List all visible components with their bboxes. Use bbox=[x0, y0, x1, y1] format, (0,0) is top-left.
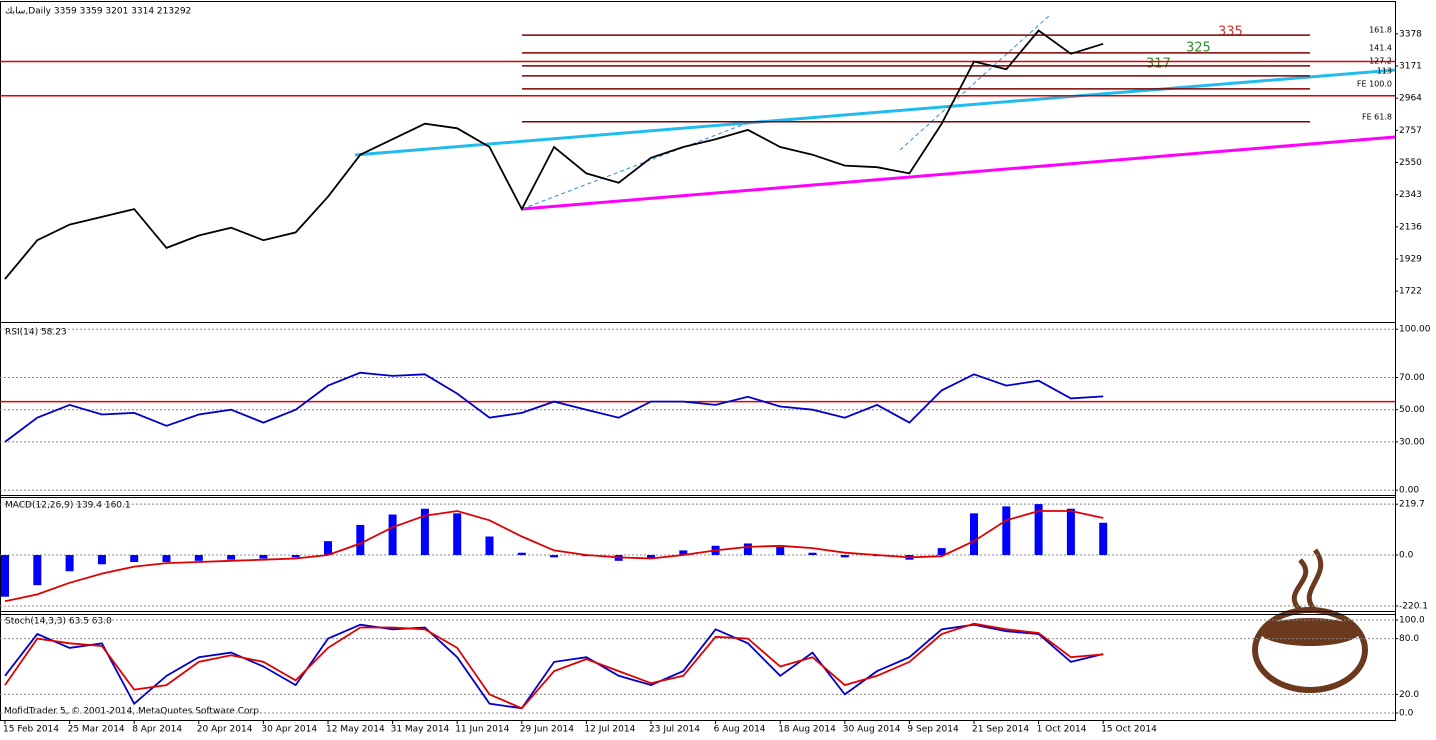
x-tick-label: 20 Apr 2014 bbox=[197, 725, 253, 735]
y-tick-label: 80.0 bbox=[1399, 634, 1419, 644]
bar bbox=[356, 524, 365, 556]
series-line bbox=[4, 510, 1104, 603]
bar bbox=[1099, 522, 1108, 556]
bar bbox=[194, 555, 203, 561]
x-tick-label: 1 Oct 2014 bbox=[1037, 725, 1087, 735]
bar bbox=[485, 536, 494, 556]
y-tick-label: 3378 bbox=[1399, 29, 1422, 39]
x-tick-label: 11 Jun 2014 bbox=[455, 725, 509, 735]
y-tick-label: 2757 bbox=[1399, 126, 1422, 136]
bar bbox=[550, 555, 559, 558]
y-tick-label: 70.00 bbox=[1399, 373, 1425, 383]
y-tick-label: 219.7 bbox=[1399, 500, 1425, 510]
bar bbox=[1034, 504, 1043, 556]
bar bbox=[162, 555, 171, 562]
y-tick-label: 50.00 bbox=[1399, 405, 1425, 415]
y-tick-label: 0.0 bbox=[1399, 551, 1414, 561]
bar bbox=[808, 552, 817, 556]
annotation: 335 bbox=[1218, 25, 1243, 40]
y-tick-label: 30.00 bbox=[1399, 437, 1425, 447]
bar bbox=[1, 555, 9, 597]
fib-label: FE 100.0 bbox=[1357, 79, 1392, 88]
bar bbox=[33, 555, 42, 586]
y-tick-label: 100.0 bbox=[1399, 616, 1425, 626]
bar bbox=[65, 555, 74, 572]
x-tick-label: 30 Apr 2014 bbox=[261, 725, 317, 735]
annotation: 317 bbox=[1146, 57, 1171, 72]
y-tick-label: 100.00 bbox=[1399, 325, 1431, 335]
fib-label: 127.2 bbox=[1369, 56, 1392, 65]
x-tick-label: 12 May 2014 bbox=[326, 725, 385, 735]
series-line bbox=[4, 371, 1104, 443]
fib-label: 141.4 bbox=[1369, 43, 1392, 52]
bar bbox=[517, 552, 526, 556]
x-tick-label: 29 Jun 2014 bbox=[520, 725, 574, 735]
bar bbox=[453, 513, 462, 556]
y-tick-label: 2136 bbox=[1399, 222, 1422, 232]
panel-frame bbox=[0, 611, 1396, 721]
y-tick-label: -220.1 bbox=[1399, 602, 1428, 612]
x-tick-label: 31 May 2014 bbox=[391, 725, 450, 735]
bar bbox=[743, 543, 752, 556]
annotation: 325 bbox=[1186, 41, 1211, 56]
x-tick-label: 15 Oct 2014 bbox=[1101, 725, 1157, 735]
fib-label: FE 61.8 bbox=[1362, 112, 1392, 121]
panel-title: MACD(12,26,9) 139.4 160.1 bbox=[5, 501, 131, 511]
bar bbox=[776, 546, 785, 556]
bar bbox=[1002, 506, 1011, 556]
series-line bbox=[4, 622, 1104, 710]
y-tick-label: 1722 bbox=[1399, 287, 1422, 297]
bar bbox=[388, 514, 397, 556]
x-tick-label: 30 Aug 2014 bbox=[843, 725, 901, 735]
bar bbox=[679, 550, 688, 556]
bar bbox=[647, 555, 655, 559]
trend-line bbox=[899, 14, 1051, 151]
trend-line bbox=[354, 68, 1396, 157]
x-tick-label: 15 Feb 2014 bbox=[3, 725, 59, 735]
y-tick-label: 2343 bbox=[1399, 190, 1422, 200]
x-tick-label: 18 Aug 2014 bbox=[778, 725, 836, 735]
x-tick-label: 23 Jul 2014 bbox=[649, 725, 700, 735]
bar bbox=[97, 555, 106, 565]
y-tick-label: 1929 bbox=[1399, 254, 1422, 264]
bar bbox=[259, 555, 268, 559]
panel-title: RSI(14) 58.23 bbox=[5, 328, 67, 338]
y-tick-label: 2550 bbox=[1399, 158, 1422, 168]
bar bbox=[1066, 508, 1075, 556]
x-tick-label: 12 Jul 2014 bbox=[584, 725, 635, 735]
bar bbox=[324, 541, 332, 556]
panel-title: Stoch(14,3,3) 63.5 63.0 bbox=[5, 617, 112, 627]
bar bbox=[130, 555, 139, 562]
logo bbox=[1252, 548, 1368, 693]
y-tick-label: 0.00 bbox=[1399, 486, 1419, 496]
bar bbox=[840, 555, 849, 558]
trend-line bbox=[521, 121, 751, 210]
series-line bbox=[4, 29, 1104, 280]
series-line bbox=[4, 623, 1104, 710]
panel-title: سابك,Daily 3359 3359 3201 3314 213292 bbox=[5, 7, 191, 17]
bar bbox=[227, 555, 236, 560]
footer: MofidTrader 5, © 2001-2014, MetaQuotes S… bbox=[4, 707, 262, 717]
bar bbox=[970, 513, 978, 556]
x-tick-label: 9 Sep 2014 bbox=[907, 725, 959, 735]
y-tick-label: 20.0 bbox=[1399, 690, 1419, 700]
y-tick-label: 0.0 bbox=[1399, 708, 1414, 718]
x-tick-label: 25 Mar 2014 bbox=[68, 725, 125, 735]
fib-label: 113 bbox=[1377, 66, 1392, 75]
trend-line bbox=[521, 135, 1396, 211]
y-tick-label: 3171 bbox=[1399, 62, 1422, 72]
x-tick-label: 21 Sep 2014 bbox=[972, 725, 1029, 735]
y-tick-label: 2964 bbox=[1399, 94, 1422, 104]
fib-label: 161.8 bbox=[1369, 26, 1392, 35]
bar bbox=[420, 508, 429, 556]
x-tick-label: 8 Apr 2014 bbox=[132, 725, 182, 735]
bar bbox=[291, 555, 300, 558]
x-tick-label: 6 Aug 2014 bbox=[714, 725, 766, 735]
bar bbox=[937, 548, 946, 556]
